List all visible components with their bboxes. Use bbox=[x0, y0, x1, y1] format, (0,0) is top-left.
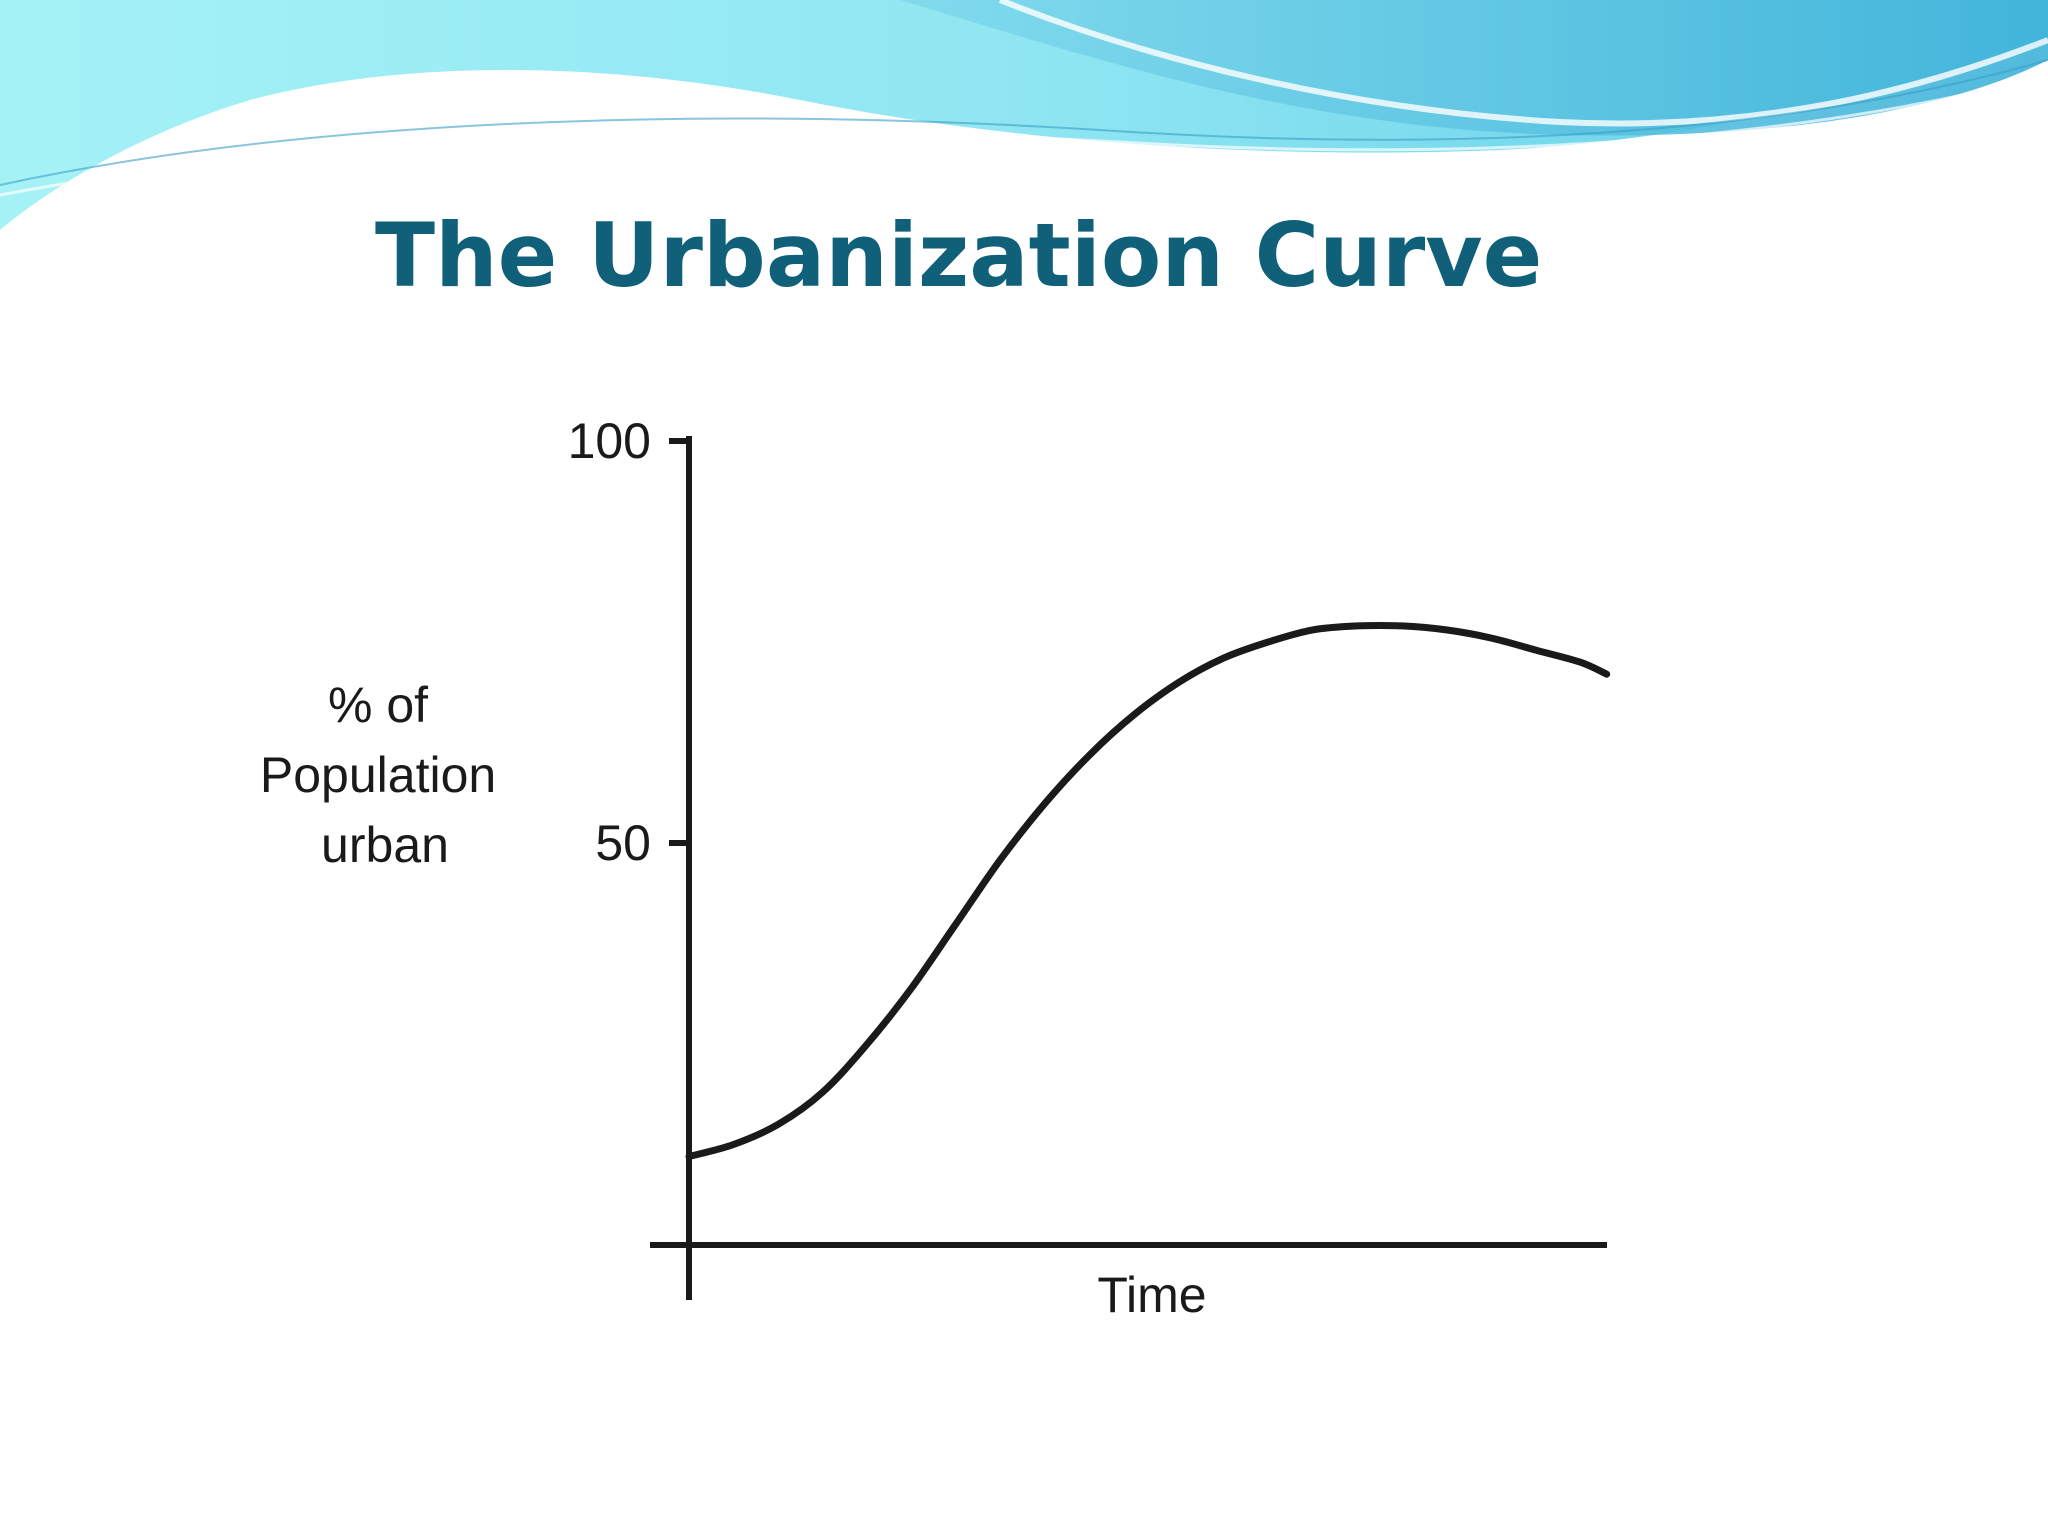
y-axis-ticks: 50 100 bbox=[568, 413, 689, 871]
y-axis-label-line-3: urban bbox=[321, 817, 449, 873]
header-wave-decoration bbox=[0, 0, 2048, 230]
y-axis-label-line-2: Population bbox=[260, 747, 496, 803]
y-tick-label-100: 100 bbox=[568, 413, 651, 469]
series-line-urbanization bbox=[685, 621, 1611, 1161]
slide-title: The Urbanization Curve bbox=[375, 204, 1543, 307]
y-tick-label-50: 50 bbox=[595, 815, 651, 871]
x-axis-label: Time bbox=[1097, 1267, 1206, 1323]
y-axis-label-line-1: % of bbox=[328, 677, 428, 733]
y-axis-label: % of Population urban bbox=[260, 677, 510, 873]
chart-axes bbox=[650, 436, 1607, 1300]
